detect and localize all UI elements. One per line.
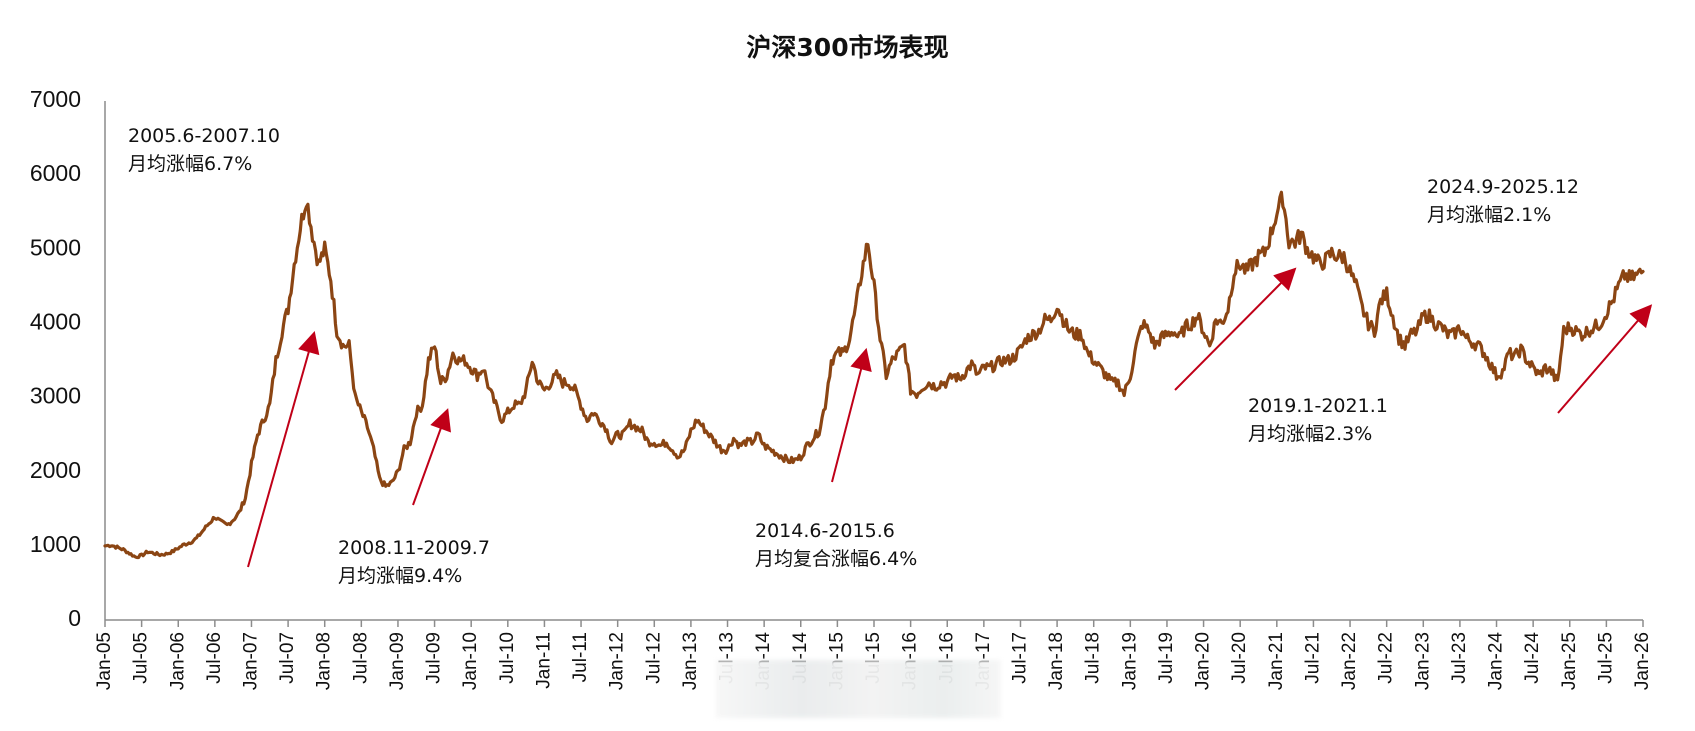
x-tick-label: Jan-24 [1486, 632, 1507, 691]
y-tick-label: 2000 [30, 457, 81, 483]
annotation-monthly-gain: 月均涨幅2.1% [1427, 204, 1552, 226]
x-tick-label: Jul-18 [1083, 632, 1104, 684]
y-tick-label: 6000 [30, 160, 81, 186]
x-tick-label: Jan-26 [1632, 632, 1653, 690]
x-tick-label: Jul-17 [1009, 632, 1030, 684]
annotation-period: 2008.11-2009.7 [338, 537, 490, 559]
x-tick-label: Jul-10 [497, 632, 518, 684]
annotation-period: 2014.6-2015.6 [755, 520, 895, 542]
csi300-price-line [103, 190, 1645, 560]
y-tick-label: 4000 [30, 309, 81, 335]
x-tick-label: Jan-21 [1266, 632, 1287, 690]
annotation-monthly-gain: 月均涨幅2.3% [1248, 423, 1373, 445]
annotation-2014-2015: 2014.6-2015.6 月均复合涨幅6.4% [755, 517, 917, 573]
y-axis: 0 1000 2000 3000 4000 5000 6000 7000 [30, 86, 106, 631]
x-tick-label: Jul-12 [643, 632, 664, 684]
x-tick-label: Jul-19 [1156, 632, 1177, 684]
x-tick-label: Jan-23 [1412, 632, 1433, 690]
x-tick-label: Jul-08 [350, 632, 371, 684]
y-tick-label: 0 [68, 605, 81, 631]
y-tick-label: 1000 [30, 531, 81, 557]
x-tick-label: Jan-12 [607, 632, 628, 690]
x-tick-label: Jul-21 [1302, 632, 1323, 684]
annotation-2024-2025: 2024.9-2025.12 月均涨幅2.1% [1427, 173, 1579, 229]
x-tick-label: Jan-05 [94, 632, 115, 690]
trend-arrow [247, 330, 320, 568]
x-tick-label: Jul-05 [131, 632, 152, 684]
trend-arrow [1557, 304, 1653, 414]
y-tick-label: 3000 [30, 383, 81, 409]
x-tick-label: Jul-24 [1522, 632, 1543, 684]
chart-title: 沪深300市场表现 [746, 33, 949, 62]
x-tick-label: Jan-13 [680, 632, 701, 690]
blurred-watermark [716, 660, 1001, 718]
annotation-period: 2019.1-2021.1 [1248, 395, 1388, 417]
x-tick-label: Jan-20 [1193, 632, 1214, 690]
x-tick-label: Jan-19 [1119, 632, 1140, 690]
x-tick-label: Jan-11 [533, 632, 554, 689]
x-tick-label: Jan-08 [314, 632, 335, 690]
x-tick-label: Jan-07 [240, 632, 261, 690]
annotation-monthly-gain: 月均复合涨幅6.4% [755, 548, 918, 570]
x-tick-label: Jan-22 [1339, 632, 1360, 690]
x-tick-label: Jul-22 [1376, 632, 1397, 684]
x-tick-label: Jan-09 [387, 632, 408, 690]
x-tick-label: Jan-06 [167, 632, 188, 690]
trend-arrow [412, 408, 451, 506]
x-tick-label: Jul-06 [204, 632, 225, 684]
y-tick-label: 5000 [30, 234, 81, 260]
x-tick-label: Jan-10 [460, 632, 481, 690]
y-tick-label: 7000 [30, 86, 81, 112]
trend-arrows [247, 267, 1653, 568]
trend-arrow [831, 347, 872, 483]
annotation-monthly-gain: 月均涨幅6.7% [128, 153, 253, 175]
x-tick-label: Jul-09 [424, 632, 445, 684]
x-tick-label: Jul-23 [1449, 632, 1470, 684]
trend-arrow [1174, 267, 1297, 391]
x-tick-label: Jul-07 [277, 632, 298, 684]
x-tick-label: Jul-11 [570, 632, 591, 682]
x-tick-label: Jan-18 [1046, 632, 1067, 690]
x-axis: Jan-05 Jul-05 Jan-06 Jul-06 Jan-07 Jul-07 Jan-… [94, 619, 1653, 691]
x-tick-label: Jul-25 [1595, 632, 1616, 684]
annotation-monthly-gain: 月均涨幅9.4% [338, 565, 463, 587]
annotation-2008-2009: 2008.11-2009.7 月均涨幅9.4% [338, 534, 490, 590]
x-tick-label: Jul-20 [1229, 632, 1250, 684]
annotation-2005-2007: 2005.6-2007.10 月均涨幅6.7% [128, 122, 280, 178]
annotation-period: 2005.6-2007.10 [128, 125, 280, 147]
annotation-2019-2021: 2019.1-2021.1 月均涨幅2.3% [1248, 392, 1388, 448]
x-tick-label: Jan-25 [1559, 632, 1580, 690]
annotation-period: 2024.9-2025.12 [1427, 176, 1579, 198]
